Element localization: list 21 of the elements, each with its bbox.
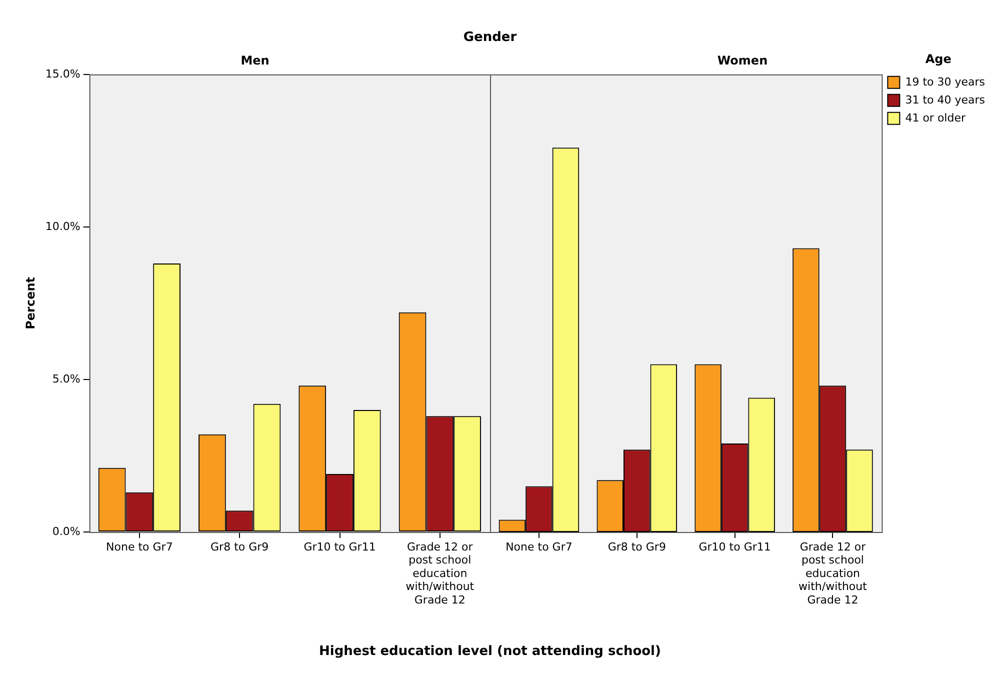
- x-tick-label: Gr10 to Gr11: [304, 540, 376, 554]
- y-tick-label: 0.0%: [52, 524, 80, 538]
- x-tick-label: Grade 12 or post school education with/without Grade 12: [406, 540, 475, 606]
- legend-label: 31 to 40 years: [905, 93, 986, 106]
- x-axis-title: Highest education level (not attending school): [318, 644, 662, 659]
- x-tick-label: Gr10 to Gr11: [698, 540, 771, 554]
- y-tick-label: 10.0%: [45, 220, 80, 233]
- chart-title: Men: [240, 53, 270, 68]
- x-tick-label: None to Gr7: [106, 540, 173, 554]
- chart-title: Women: [717, 53, 768, 68]
- x-tick-label: None to Gr7: [506, 540, 572, 554]
- y-tick-label: 5.0%: [52, 372, 80, 386]
- text: Gender: [462, 30, 518, 45]
- x-tick-label: Gr8 to Gr9: [608, 540, 666, 554]
- y-axis-title: Percent: [23, 276, 38, 330]
- legend-label: 19 to 30 years: [905, 75, 986, 88]
- x-tick-label: Grade 12 or post school education with/without Grade 12: [798, 540, 868, 606]
- x-tick-label: Gr8 to Gr9: [210, 540, 269, 554]
- y-tick-label: 15.0%: [45, 67, 80, 80]
- legend-title: Age: [925, 52, 952, 66]
- legend-label: 41 or older: [905, 111, 966, 124]
